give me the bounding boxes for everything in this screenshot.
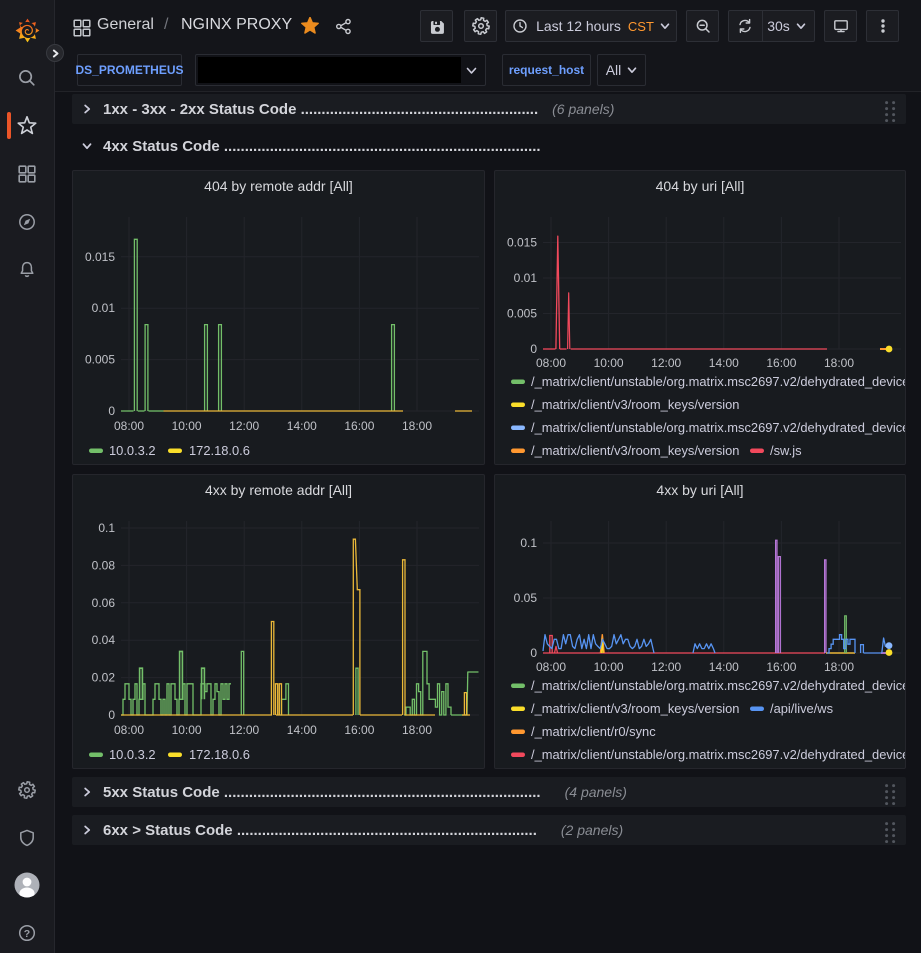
svg-text:14:00: 14:00 [709,660,739,674]
svg-text:0.02: 0.02 [92,671,116,685]
svg-text:08:00: 08:00 [536,660,566,674]
svg-text:14:00: 14:00 [709,356,739,370]
svg-text:/_matrix/client/unstable/org.m: /_matrix/client/unstable/org.matrix.msc2… [531,747,906,762]
svg-text:0.1: 0.1 [520,536,537,550]
svg-text:/api/live/ws: /api/live/ws [770,701,833,716]
svg-text:172.18.0.6: 172.18.0.6 [189,747,250,762]
svg-text:172.18.0.6: 172.18.0.6 [189,443,250,458]
svg-text:10.0.3.2: 10.0.3.2 [109,747,156,762]
svg-text:10:00: 10:00 [172,723,202,737]
svg-text:0.01: 0.01 [92,301,116,315]
svg-text:0: 0 [108,708,115,722]
svg-text:0.005: 0.005 [507,307,537,321]
svg-text:/_matrix/client/unstable/org.m: /_matrix/client/unstable/org.matrix.msc2… [531,678,906,693]
svg-text:0: 0 [108,404,115,418]
svg-text:0.04: 0.04 [92,633,116,647]
svg-text:0.08: 0.08 [92,558,116,572]
svg-text:0.015: 0.015 [507,236,537,250]
svg-text:0: 0 [530,342,537,356]
svg-text:18:00: 18:00 [824,660,854,674]
svg-text:0.1: 0.1 [98,521,115,535]
svg-text:/sw.js: /sw.js [770,443,802,458]
svg-text:/_matrix/client/unstable/org.m: /_matrix/client/unstable/org.matrix.msc2… [531,420,906,435]
svg-text:/_matrix/client/v3/room_keys/v: /_matrix/client/v3/room_keys/version [531,397,739,412]
svg-text:14:00: 14:00 [287,419,317,433]
svg-text:12:00: 12:00 [651,356,681,370]
svg-text:10:00: 10:00 [594,660,624,674]
svg-text:08:00: 08:00 [114,419,144,433]
svg-text:0.015: 0.015 [85,250,115,264]
svg-text:0: 0 [530,646,537,660]
svg-text:0.06: 0.06 [92,596,116,610]
svg-text:16:00: 16:00 [766,356,796,370]
svg-text:10:00: 10:00 [594,356,624,370]
svg-text:10:00: 10:00 [172,419,202,433]
svg-text:10.0.3.2: 10.0.3.2 [109,443,156,458]
svg-text:?: ? [24,928,30,940]
svg-text:/_matrix/client/v3/room_keys/v: /_matrix/client/v3/room_keys/version [531,443,739,458]
svg-text:12:00: 12:00 [229,419,259,433]
svg-text:08:00: 08:00 [114,723,144,737]
svg-text:16:00: 16:00 [766,660,796,674]
svg-text:12:00: 12:00 [651,660,681,674]
svg-text:0.05: 0.05 [514,591,538,605]
svg-text:/_matrix/client/unstable/org.m: /_matrix/client/unstable/org.matrix.msc2… [531,374,906,389]
svg-text:14:00: 14:00 [287,723,317,737]
svg-text:0.01: 0.01 [514,271,538,285]
svg-text:0.005: 0.005 [85,353,115,367]
svg-text:/_matrix/client/r0/sync: /_matrix/client/r0/sync [531,724,656,739]
svg-text:16:00: 16:00 [344,419,374,433]
svg-text:18:00: 18:00 [402,723,432,737]
svg-text:/_matrix/client/v3/room_keys/v: /_matrix/client/v3/room_keys/version [531,701,739,716]
svg-text:08:00: 08:00 [536,356,566,370]
svg-text:12:00: 12:00 [229,723,259,737]
svg-text:18:00: 18:00 [824,356,854,370]
svg-text:16:00: 16:00 [344,723,374,737]
svg-text:18:00: 18:00 [402,419,432,433]
